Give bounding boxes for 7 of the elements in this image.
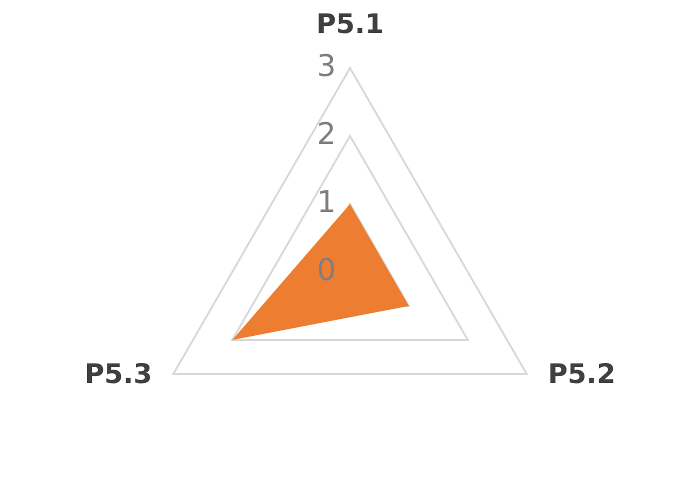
spoke-label: P5.2	[548, 359, 616, 390]
spoke-label: P5.3	[84, 359, 152, 390]
y-tick-label: 0	[316, 252, 336, 288]
spoke-label: P5.1	[316, 9, 384, 40]
y-tick-label: 3	[316, 48, 336, 84]
y-tick-label: 1	[316, 184, 336, 220]
y-tick-label: 2	[316, 116, 336, 152]
